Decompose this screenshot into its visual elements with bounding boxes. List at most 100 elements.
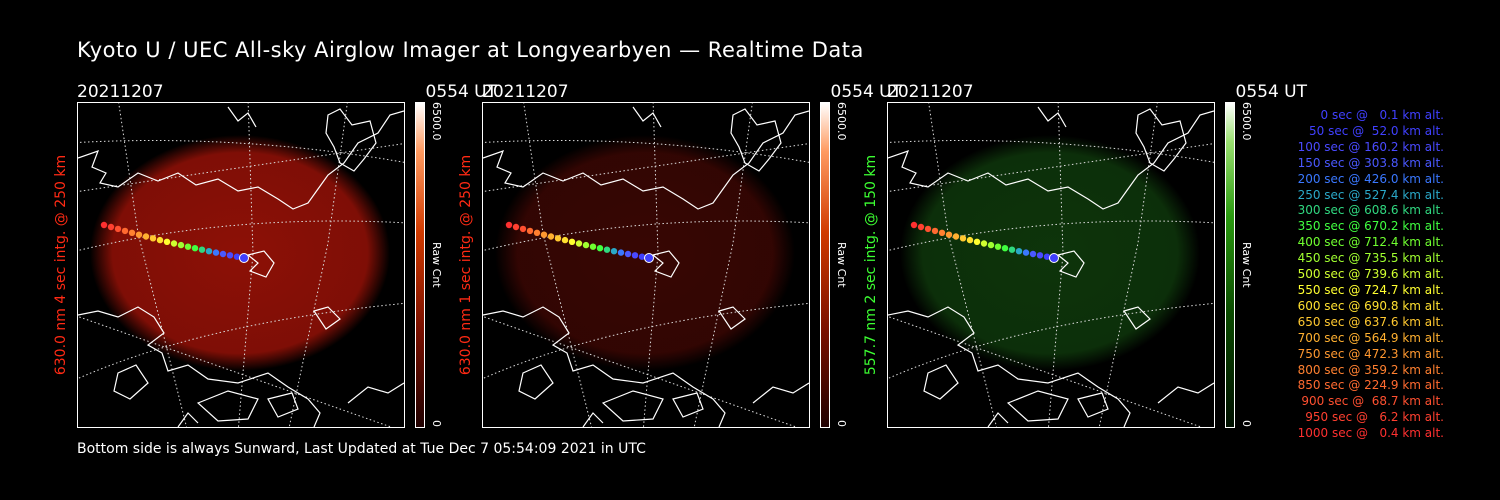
legend-row: 100 sec @ 160.2 km alt. — [1297, 139, 1444, 154]
track-point — [987, 241, 995, 249]
panel-wavelength-text: 630.0 nm 4 sec intg. @ 250 km — [53, 154, 69, 376]
panel-wavelength-label: 630.0 nm 1 sec intg. @ 250 km — [458, 45, 474, 375]
coastlines — [78, 106, 404, 427]
panel-time: 0554 UT — [830, 82, 903, 102]
track-point — [191, 245, 199, 252]
legend-row: 550 sec @ 724.7 km alt. — [1297, 282, 1444, 297]
legend-row: 50 sec @ 52.0 km alt. — [1309, 123, 1444, 138]
track-point — [554, 235, 562, 242]
track-point — [638, 253, 646, 260]
allsky-map — [888, 103, 1214, 427]
track-point — [163, 238, 171, 245]
track-point — [547, 233, 555, 240]
track-point — [589, 243, 597, 250]
track-point — [107, 223, 115, 231]
legend-row: 700 sec @ 564.9 km alt. — [1297, 330, 1444, 345]
track-point — [610, 248, 618, 255]
legend-row: 900 sec @ 68.7 km alt. — [1301, 394, 1444, 409]
track-point — [644, 253, 654, 263]
altitude-legend: 0 sec @ 0.1 km alt. 50 sec @ 52.0 km alt.… — [1262, 108, 1444, 442]
coastlines — [483, 106, 809, 427]
track-point — [505, 221, 513, 229]
panel-time: 0554 UT — [425, 82, 498, 102]
legend-row: 250 sec @ 527.4 km alt. — [1297, 187, 1444, 202]
track-point — [917, 223, 925, 231]
colorbar-unit-label: Raw Cnt — [1240, 242, 1253, 288]
track-point — [980, 240, 988, 247]
panel-wavelength-text: 557.7 nm 2 sec intg. @ 150 km — [863, 154, 879, 376]
panel-wavelength-text: 630.0 nm 1 sec intg. @ 250 km — [458, 154, 474, 376]
track-point — [540, 231, 548, 238]
track-point — [519, 225, 527, 233]
track-point — [938, 229, 946, 236]
track-point — [212, 249, 220, 256]
panel-time: 0554 UT — [1235, 82, 1308, 102]
legend-row: 300 sec @ 608.6 km alt. — [1297, 203, 1444, 218]
track-point — [1008, 246, 1016, 253]
imager-panel-557-2sec: 20211207 0554 UT 557.7 nm 2 sec intg. @ 15… — [863, 80, 1308, 435]
colorbar-unit-label: Raw Cnt — [430, 242, 443, 288]
track-point — [561, 236, 569, 244]
track-point — [624, 250, 632, 258]
track-point — [973, 238, 981, 245]
track-point — [582, 241, 590, 249]
allsky-image — [482, 102, 810, 428]
track-point — [226, 252, 234, 259]
legend-row: 450 sec @ 735.5 km alt. — [1297, 251, 1444, 266]
track-point — [219, 250, 227, 258]
panel-date: 20211207 — [887, 82, 974, 102]
track-point — [156, 236, 164, 244]
track-point — [533, 229, 541, 236]
colorbar-min-label: 0 — [1240, 420, 1253, 427]
track-point — [1029, 250, 1037, 258]
colorbar-max-label: 6500.0 — [835, 102, 848, 141]
panel-wavelength-label: 630.0 nm 4 sec intg. @ 250 km — [53, 45, 69, 375]
legend-row: 650 sec @ 637.6 km alt. — [1297, 314, 1444, 329]
legend-row: 150 sec @ 303.8 km alt. — [1297, 155, 1444, 170]
colorbar-max-label: 6500.0 — [430, 102, 443, 141]
track-point — [1001, 245, 1009, 252]
track-point — [568, 238, 576, 245]
track-point — [1015, 248, 1023, 255]
track-point — [959, 235, 967, 242]
imager-panel-630-4sec: 20211207 0554 UT 630.0 nm 4 sec intg. @ 25… — [53, 80, 498, 435]
track-point — [1036, 252, 1044, 259]
track-point — [617, 249, 625, 256]
track-point — [239, 253, 249, 263]
panel-wavelength-label: 557.7 nm 2 sec intg. @ 150 km — [863, 45, 879, 375]
track-point — [966, 236, 974, 244]
track-point — [512, 223, 520, 231]
track-point — [575, 240, 583, 247]
track-point — [952, 233, 960, 240]
panel-date: 20211207 — [482, 82, 569, 102]
colorbar-unit-label: Raw Cnt — [835, 242, 848, 288]
legend-row: 950 sec @ 6.2 km alt. — [1305, 410, 1444, 425]
imager-panel-630-1sec: 20211207 0554 UT 630.0 nm 1 sec intg. @ 25… — [458, 80, 903, 435]
track-point — [114, 225, 122, 233]
track-point — [994, 243, 1002, 250]
track-point — [100, 221, 108, 229]
legend-row: 200 sec @ 426.0 km alt. — [1297, 171, 1444, 186]
track-point — [135, 231, 143, 238]
airglow-region — [495, 135, 795, 371]
footer-note: Bottom side is always Sunward, Last Upda… — [77, 441, 646, 457]
colorbar — [415, 102, 425, 428]
track-point — [1049, 253, 1059, 263]
legend-row: 350 sec @ 670.2 km alt. — [1297, 219, 1444, 234]
colorbar-min-label: 0 — [835, 420, 848, 427]
legend-row: 600 sec @ 690.8 km alt. — [1297, 298, 1444, 313]
track-point — [149, 235, 157, 242]
page-title: Kyoto U / UEC All-sky Airglow Imager at … — [77, 38, 864, 62]
allsky-map — [483, 103, 809, 427]
track-point — [128, 229, 136, 236]
track-point — [184, 243, 192, 250]
track-point — [603, 246, 611, 253]
track-point — [945, 231, 953, 238]
airglow-region — [90, 135, 390, 371]
track-point — [931, 227, 939, 235]
allsky-map — [78, 103, 404, 427]
track-point — [526, 227, 534, 235]
airglow-region — [900, 135, 1200, 371]
track-point — [924, 225, 932, 233]
colorbar-max-label: 6500.0 — [1240, 102, 1253, 141]
